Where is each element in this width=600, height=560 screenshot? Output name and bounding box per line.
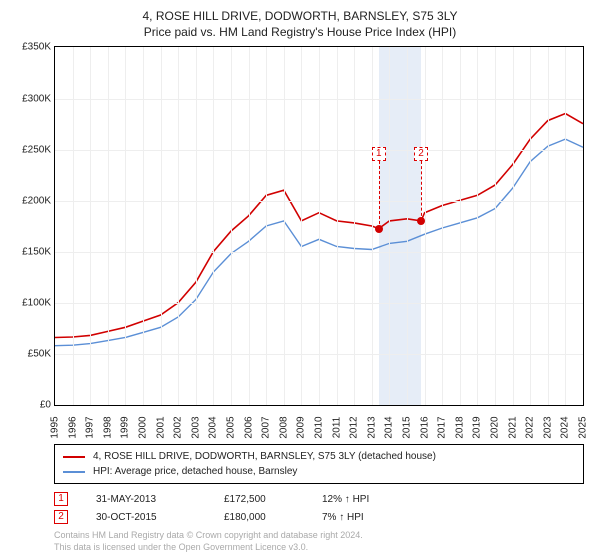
x-gridline bbox=[108, 47, 109, 405]
y-tick-label: £150K bbox=[11, 246, 51, 257]
x-tick-label: 2025 bbox=[578, 417, 589, 439]
sales-row: 2 30-OCT-2015 £180,000 7% ↑ HPI bbox=[54, 508, 584, 526]
x-tick-label: 2012 bbox=[349, 417, 360, 439]
x-tick-label: 1995 bbox=[50, 417, 61, 439]
x-gridline bbox=[196, 47, 197, 405]
plot-area: £0£50K£100K£150K£200K£250K£300K£350K1995… bbox=[54, 46, 584, 406]
legend: 4, ROSE HILL DRIVE, DODWORTH, BARNSLEY, … bbox=[54, 444, 584, 484]
sales-pct: 12% ↑ HPI bbox=[322, 494, 412, 505]
x-gridline bbox=[372, 47, 373, 405]
legend-swatch bbox=[63, 471, 85, 473]
legend-text: HPI: Average price, detached house, Barn… bbox=[93, 464, 297, 479]
x-tick-label: 2008 bbox=[278, 417, 289, 439]
x-tick-label: 2017 bbox=[437, 417, 448, 439]
sale-marker-vline bbox=[421, 161, 422, 221]
x-gridline bbox=[389, 47, 390, 405]
x-tick-label: 1999 bbox=[120, 417, 131, 439]
x-gridline bbox=[425, 47, 426, 405]
x-gridline bbox=[284, 47, 285, 405]
x-tick-label: 2009 bbox=[296, 417, 307, 439]
x-tick-label: 1997 bbox=[85, 417, 96, 439]
x-tick-label: 2004 bbox=[208, 417, 219, 439]
x-tick-label: 2001 bbox=[155, 417, 166, 439]
x-gridline bbox=[460, 47, 461, 405]
footer: Contains HM Land Registry data © Crown c… bbox=[54, 530, 584, 553]
x-tick-label: 2022 bbox=[525, 417, 536, 439]
x-gridline bbox=[354, 47, 355, 405]
x-gridline bbox=[337, 47, 338, 405]
x-gridline bbox=[266, 47, 267, 405]
x-tick-label: 2005 bbox=[226, 417, 237, 439]
x-tick-label: 2016 bbox=[419, 417, 430, 439]
x-tick-label: 2021 bbox=[507, 417, 518, 439]
x-gridline bbox=[319, 47, 320, 405]
x-tick-label: 2019 bbox=[472, 417, 483, 439]
x-gridline bbox=[530, 47, 531, 405]
x-gridline bbox=[90, 47, 91, 405]
x-tick-label: 2000 bbox=[138, 417, 149, 439]
x-tick-label: 2010 bbox=[314, 417, 325, 439]
y-tick-label: £350K bbox=[11, 42, 51, 53]
y-tick-label: £100K bbox=[11, 298, 51, 309]
x-gridline bbox=[442, 47, 443, 405]
x-gridline bbox=[178, 47, 179, 405]
sale-marker-vline bbox=[379, 161, 380, 229]
chart-container: 4, ROSE HILL DRIVE, DODWORTH, BARNSLEY, … bbox=[0, 0, 600, 560]
sales-index: 2 bbox=[54, 510, 68, 524]
x-tick-label: 2003 bbox=[190, 417, 201, 439]
sales-price: £180,000 bbox=[224, 512, 294, 523]
x-tick-label: 2006 bbox=[243, 417, 254, 439]
sales-table: 1 31-MAY-2013 £172,500 12% ↑ HPI 2 30-OCT-201… bbox=[54, 490, 584, 526]
x-tick-label: 2020 bbox=[490, 417, 501, 439]
x-gridline bbox=[125, 47, 126, 405]
x-gridline bbox=[407, 47, 408, 405]
title-block: 4, ROSE HILL DRIVE, DODWORTH, BARNSLEY, … bbox=[10, 8, 590, 40]
y-tick-label: £200K bbox=[11, 195, 51, 206]
x-gridline bbox=[565, 47, 566, 405]
x-gridline bbox=[73, 47, 74, 405]
x-gridline bbox=[495, 47, 496, 405]
x-gridline bbox=[477, 47, 478, 405]
x-gridline bbox=[161, 47, 162, 405]
x-tick-label: 2002 bbox=[173, 417, 184, 439]
x-tick-label: 2018 bbox=[454, 417, 465, 439]
footer-line1: Contains HM Land Registry data © Crown c… bbox=[54, 530, 584, 542]
y-tick-label: £50K bbox=[11, 349, 51, 360]
y-tick-label: £250K bbox=[11, 144, 51, 155]
x-tick-label: 2015 bbox=[402, 417, 413, 439]
legend-row: HPI: Average price, detached house, Barn… bbox=[63, 464, 575, 479]
footer-line2: This data is licensed under the Open Gov… bbox=[54, 542, 584, 554]
x-gridline bbox=[143, 47, 144, 405]
y-tick-label: £300K bbox=[11, 93, 51, 104]
x-tick-label: 1998 bbox=[102, 417, 113, 439]
x-tick-label: 2013 bbox=[366, 417, 377, 439]
x-tick-label: 2023 bbox=[542, 417, 553, 439]
x-tick-label: 1996 bbox=[67, 417, 78, 439]
x-tick-label: 2007 bbox=[261, 417, 272, 439]
x-gridline bbox=[249, 47, 250, 405]
sales-row: 1 31-MAY-2013 £172,500 12% ↑ HPI bbox=[54, 490, 584, 508]
legend-swatch bbox=[63, 456, 85, 458]
title-address: 4, ROSE HILL DRIVE, DODWORTH, BARNSLEY, … bbox=[10, 8, 590, 24]
sales-date: 31-MAY-2013 bbox=[96, 494, 196, 505]
x-tick-label: 2014 bbox=[384, 417, 395, 439]
x-tick-label: 2011 bbox=[331, 417, 342, 439]
legend-row: 4, ROSE HILL DRIVE, DODWORTH, BARNSLEY, … bbox=[63, 449, 575, 464]
title-subtitle: Price paid vs. HM Land Registry's House … bbox=[10, 24, 590, 40]
sales-pct: 7% ↑ HPI bbox=[322, 512, 412, 523]
y-tick-label: £0 bbox=[11, 400, 51, 411]
sales-price: £172,500 bbox=[224, 494, 294, 505]
x-gridline bbox=[548, 47, 549, 405]
x-tick-label: 2024 bbox=[560, 417, 571, 439]
sales-date: 30-OCT-2015 bbox=[96, 512, 196, 523]
x-gridline bbox=[513, 47, 514, 405]
x-gridline bbox=[213, 47, 214, 405]
sale-marker-label: 1 bbox=[372, 147, 386, 161]
sale-marker-label: 2 bbox=[414, 147, 428, 161]
x-gridline bbox=[231, 47, 232, 405]
legend-text: 4, ROSE HILL DRIVE, DODWORTH, BARNSLEY, … bbox=[93, 449, 436, 464]
x-gridline bbox=[301, 47, 302, 405]
sales-index: 1 bbox=[54, 492, 68, 506]
